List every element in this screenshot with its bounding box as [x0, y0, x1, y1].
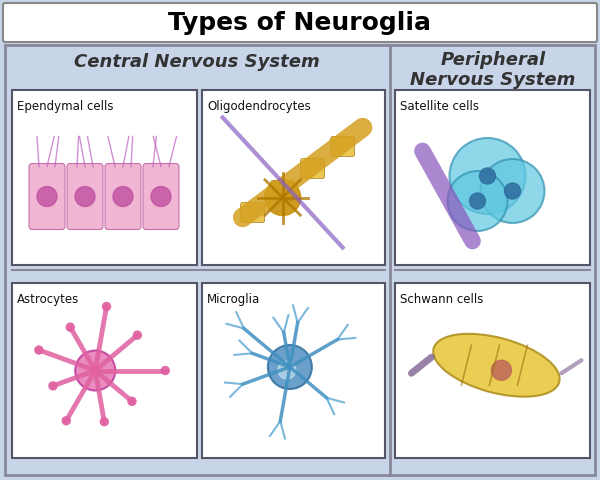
Circle shape: [66, 323, 74, 331]
Text: Peripheral
Nervous System: Peripheral Nervous System: [410, 50, 575, 89]
Circle shape: [449, 138, 526, 214]
Circle shape: [103, 302, 110, 311]
FancyBboxPatch shape: [143, 164, 179, 229]
Circle shape: [100, 418, 108, 426]
Text: Central Nervous System: Central Nervous System: [74, 53, 320, 71]
Circle shape: [133, 331, 142, 339]
FancyBboxPatch shape: [3, 3, 597, 42]
FancyBboxPatch shape: [29, 164, 65, 229]
Circle shape: [75, 187, 95, 206]
Circle shape: [37, 187, 57, 206]
FancyBboxPatch shape: [202, 283, 385, 458]
Circle shape: [268, 345, 312, 389]
FancyBboxPatch shape: [395, 90, 590, 265]
Circle shape: [35, 346, 43, 354]
Text: Oligodendrocytes: Oligodendrocytes: [207, 100, 311, 113]
Circle shape: [479, 168, 496, 184]
Circle shape: [491, 360, 511, 380]
Circle shape: [161, 367, 169, 374]
FancyBboxPatch shape: [105, 164, 141, 229]
FancyBboxPatch shape: [202, 90, 385, 265]
Circle shape: [265, 180, 301, 216]
Circle shape: [481, 159, 545, 223]
FancyBboxPatch shape: [5, 45, 595, 475]
FancyBboxPatch shape: [67, 164, 103, 229]
FancyBboxPatch shape: [12, 283, 197, 458]
FancyBboxPatch shape: [241, 203, 265, 223]
Circle shape: [448, 171, 508, 231]
Text: Satellite cells: Satellite cells: [400, 100, 479, 113]
Text: Microglia: Microglia: [207, 293, 260, 306]
Circle shape: [278, 361, 296, 379]
Circle shape: [151, 187, 171, 206]
Circle shape: [62, 417, 70, 425]
Text: Schwann cells: Schwann cells: [400, 293, 484, 306]
Text: Astrocytes: Astrocytes: [17, 293, 79, 306]
Circle shape: [470, 193, 485, 209]
Ellipse shape: [433, 334, 560, 396]
Text: Ependymal cells: Ependymal cells: [17, 100, 113, 113]
Circle shape: [128, 397, 136, 405]
FancyBboxPatch shape: [271, 180, 295, 201]
Circle shape: [75, 350, 115, 391]
FancyBboxPatch shape: [331, 136, 355, 156]
Circle shape: [49, 382, 57, 390]
Circle shape: [113, 187, 133, 206]
Circle shape: [505, 183, 521, 199]
FancyBboxPatch shape: [12, 90, 197, 265]
FancyBboxPatch shape: [301, 158, 325, 179]
FancyBboxPatch shape: [395, 283, 590, 458]
Text: Types of Neuroglia: Types of Neuroglia: [169, 11, 431, 35]
